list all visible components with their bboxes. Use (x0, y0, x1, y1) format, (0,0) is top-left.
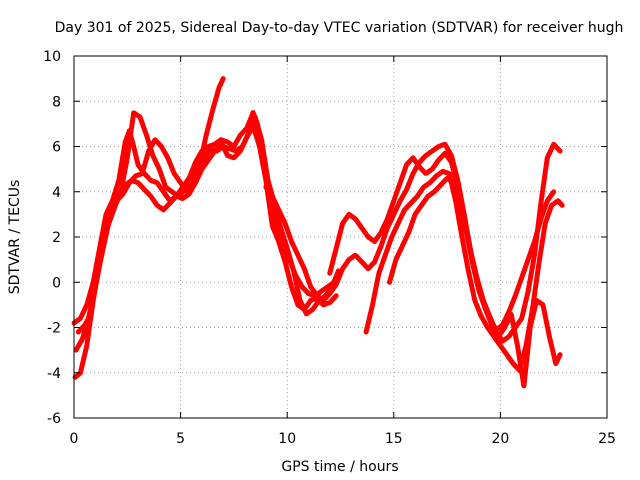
x-tick-label-0: 0 (70, 431, 79, 447)
y-tick-label-2: 2 (52, 230, 61, 246)
y-tick-label-10: 10 (43, 49, 61, 65)
y-tick-label--6: -6 (47, 411, 61, 427)
x-tick-label-5: 5 (176, 431, 185, 447)
chart-title: Day 301 of 2025, Sidereal Day-to-day VTE… (55, 20, 624, 36)
x-tick-label-15: 15 (385, 431, 403, 447)
y-axis-label: SDTVAR / TECUs (7, 180, 23, 295)
y-tick-label--4: -4 (47, 366, 61, 382)
series-track-8 (387, 175, 563, 389)
x-tick-label-20: 20 (491, 431, 509, 447)
series-track-3 (72, 123, 339, 380)
y-tick-label--2: -2 (47, 321, 61, 337)
axes: 0 5 10 15 20 25 -6 -4 -2 0 2 4 6 8 10 (43, 49, 616, 447)
y-tick-label-4: 4 (52, 185, 61, 201)
series-track-4 (75, 76, 226, 335)
x-tick-label-25: 25 (598, 431, 616, 447)
series-track-5 (263, 141, 557, 333)
series-layer (71, 76, 565, 389)
y-tick-label-8: 8 (52, 94, 61, 110)
series-track-6 (327, 141, 563, 344)
x-tick-label-10: 10 (278, 431, 296, 447)
x-axis-label: GPS time / hours (281, 459, 398, 475)
y-tick-label-6: 6 (52, 140, 61, 156)
y-tick-label-0: 0 (52, 275, 61, 291)
